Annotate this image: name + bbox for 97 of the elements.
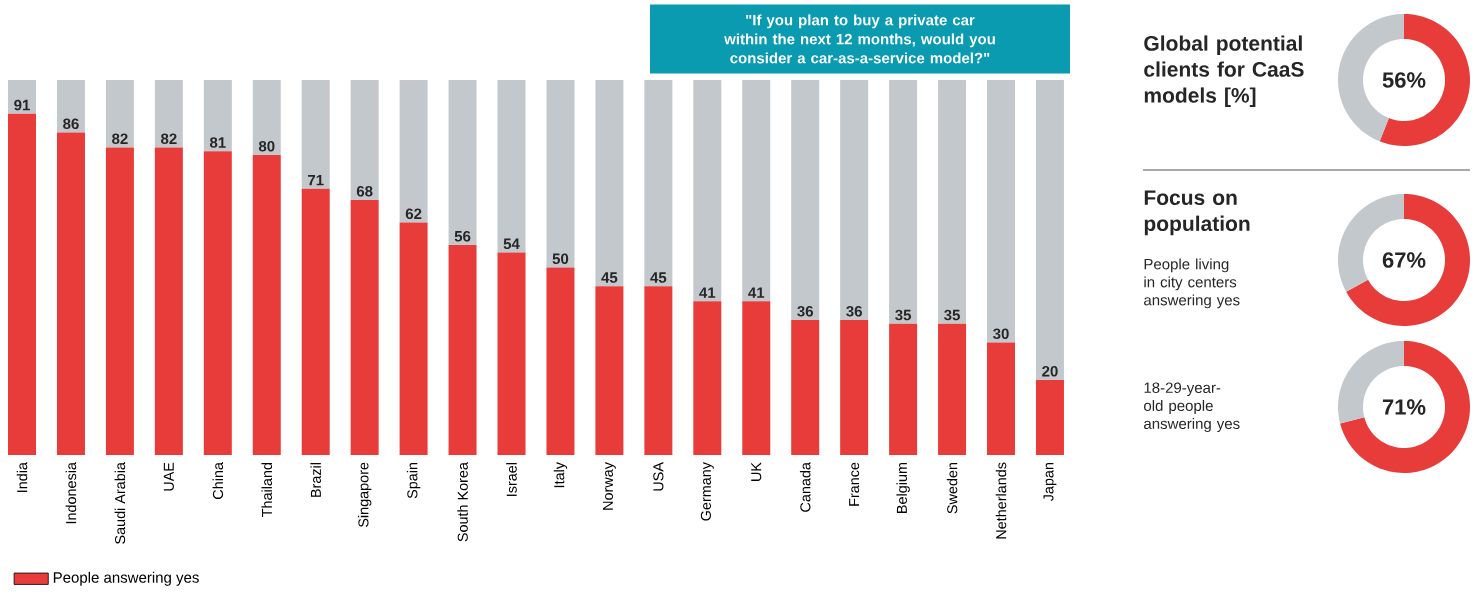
bar — [693, 80, 722, 302]
bar — [595, 80, 624, 287]
bar — [546, 80, 575, 268]
data-label: 20 — [1042, 366, 1058, 377]
bar — [889, 323, 918, 456]
x-tick-label: Thailand — [261, 463, 273, 518]
text: 18-29-year-old people answering yes — [1144, 382, 1240, 433]
data-label: 82 — [160, 133, 177, 145]
bar — [105, 147, 134, 456]
data-label: 71% — [1382, 399, 1426, 415]
data-label: 50 — [552, 253, 569, 265]
text: Global potential clients for CaaS models [%] — [1144, 35, 1304, 108]
data-label: 81 — [209, 137, 226, 148]
bar — [987, 80, 1016, 343]
x-tick-label: China — [212, 462, 224, 500]
x-tick-label: Belgium — [896, 463, 910, 514]
x-tick-label: Spain — [406, 463, 421, 499]
data-label: 54 — [503, 238, 520, 250]
data-label: 45 — [650, 272, 667, 283]
x-tick-label: Singapore — [357, 462, 372, 528]
x-tick-label: Indonesia — [65, 462, 77, 524]
x-tick-label: Netherlands — [995, 462, 1007, 539]
bar — [840, 320, 869, 456]
x-tick-label: Japan — [1043, 463, 1057, 502]
x-tick-label: USA — [653, 462, 664, 491]
x-tick-label: UK — [751, 462, 762, 482]
bar — [742, 80, 771, 302]
text: "If you plan to buy a private car within the next 12 months, would you consider a car-as-a-service model?" — [724, 14, 995, 64]
x-tick-label: UAE — [163, 462, 174, 491]
bar — [595, 286, 624, 456]
data-label: 67% — [1382, 252, 1426, 268]
bar — [644, 286, 673, 456]
data-label: 80 — [258, 141, 275, 152]
bar — [791, 320, 820, 456]
data-label: 30 — [993, 328, 1009, 340]
bar — [56, 80, 85, 133]
chart-title: Focus on population — [1144, 190, 1250, 236]
x-tick-label: Norway — [602, 462, 616, 510]
bar — [693, 301, 722, 456]
bar — [8, 80, 37, 114]
data-label: 45 — [601, 272, 618, 283]
bar — [448, 80, 477, 246]
data-label: 41 — [699, 287, 716, 298]
bar — [987, 342, 1016, 456]
bar — [889, 80, 918, 324]
data-label: 56 — [454, 231, 471, 242]
data-label: 82 — [112, 133, 128, 145]
x-tick-label: Italy — [553, 462, 568, 488]
x-tick-label: Israel — [506, 463, 517, 497]
bar — [938, 323, 967, 456]
data-label: 62 — [405, 208, 422, 220]
x-tick-label: Brazil — [310, 463, 321, 498]
data-label: 68 — [356, 186, 373, 197]
data-label: 56% — [1382, 72, 1426, 88]
bar — [252, 155, 281, 456]
bar — [399, 80, 428, 223]
bar — [497, 80, 526, 253]
bar — [252, 80, 281, 156]
bar — [546, 267, 575, 456]
bar — [8, 113, 37, 456]
bar — [105, 80, 134, 148]
data-label: 86 — [63, 118, 79, 130]
bar — [742, 301, 771, 456]
data-label: 36 — [797, 306, 814, 317]
x-tick-label: Germany — [700, 462, 714, 521]
bar — [350, 80, 379, 201]
data-label: 35 — [895, 309, 912, 321]
x-tick-label: South Korea — [457, 462, 468, 542]
x-tick-label: Sweden — [946, 463, 958, 514]
x-tick-label: Saudi Arabia — [114, 462, 126, 545]
bar — [350, 200, 379, 456]
bar — [203, 80, 232, 152]
bar — [1035, 380, 1064, 456]
bar — [791, 80, 820, 321]
bar — [840, 80, 869, 321]
data-label: 71 — [308, 175, 324, 186]
bar — [938, 80, 967, 324]
data-label: 36 — [846, 306, 862, 317]
bar — [644, 80, 673, 287]
bar — [1035, 80, 1064, 381]
bar — [56, 132, 85, 456]
bar — [203, 151, 232, 456]
x-tick-label: Canada — [799, 462, 811, 512]
x-tick-label: France — [849, 462, 860, 506]
data-label: 91 — [14, 99, 30, 111]
bar — [301, 188, 330, 456]
bar — [301, 80, 330, 189]
bar — [154, 80, 183, 148]
bar — [154, 147, 183, 456]
bar — [497, 252, 526, 456]
legend-label: People answering yes — [53, 571, 199, 586]
bar — [399, 222, 428, 456]
bar — [448, 245, 477, 456]
x-tick-label: India — [16, 462, 28, 493]
data-label: 35 — [944, 309, 960, 321]
data-label: 41 — [748, 287, 765, 298]
text: People living in city centers answering yes — [1144, 258, 1240, 309]
